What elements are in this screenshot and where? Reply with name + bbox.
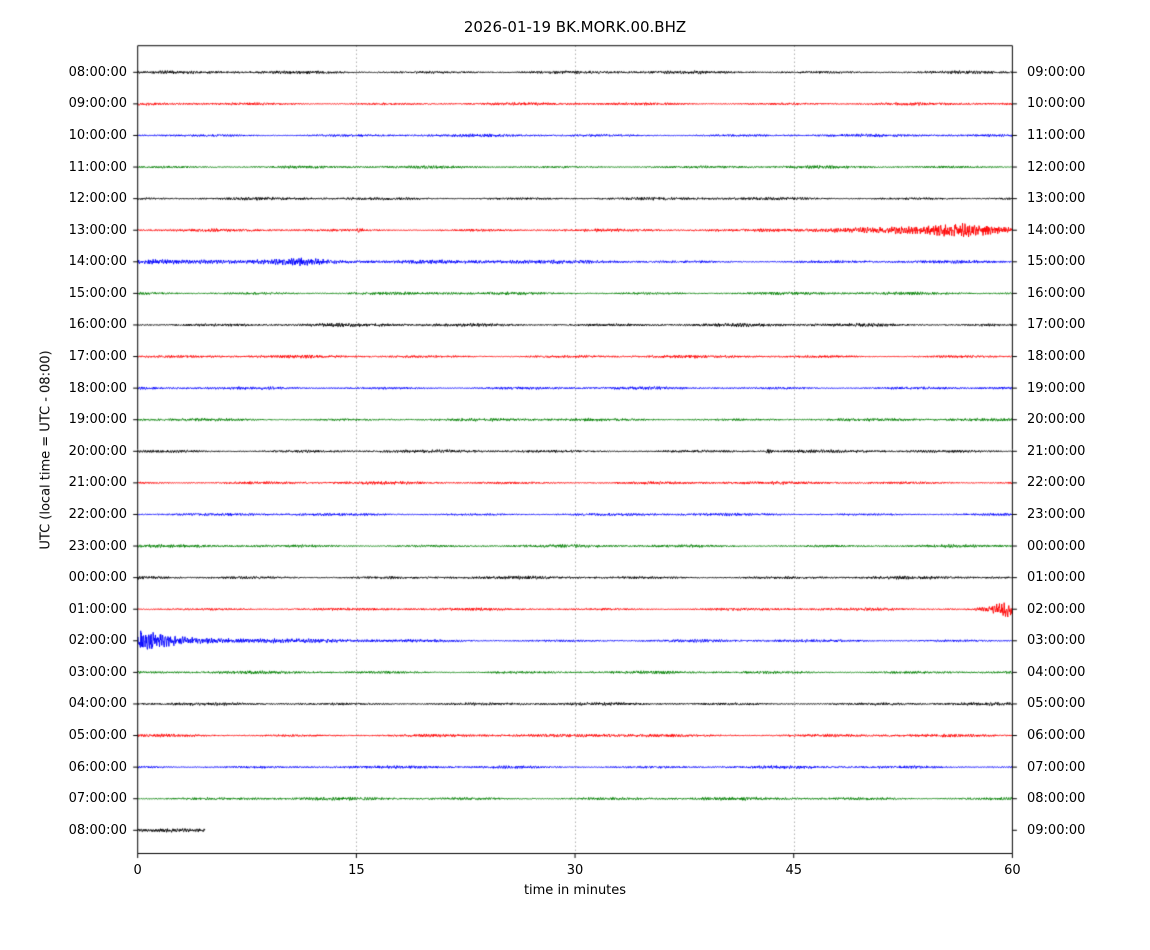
- y-tick-label-left: 08:00:00: [68, 822, 127, 838]
- y-tick-label-right: 06:00:00: [1027, 728, 1086, 744]
- y-tick-label-right: 21:00:00: [1027, 443, 1086, 459]
- y-tick-label-right: 05:00:00: [1027, 696, 1086, 712]
- y-tick-label-left: 21:00:00: [68, 475, 127, 491]
- y-tick-label-right: 22:00:00: [1027, 475, 1086, 491]
- y-tick-label-right: 12:00:00: [1027, 159, 1086, 175]
- y-tick-label-right: 07:00:00: [1027, 759, 1086, 775]
- y-tick-label-left: 23:00:00: [68, 538, 127, 554]
- y-tick-label-left: 13:00:00: [68, 222, 127, 238]
- y-tick-label-left: 02:00:00: [68, 633, 127, 649]
- y-tick-label-left: 11:00:00: [68, 159, 127, 175]
- y-tick-label-right: 15:00:00: [1027, 254, 1086, 270]
- x-tick-label: 0: [133, 863, 142, 878]
- y-tick-label-right: 10:00:00: [1027, 96, 1086, 112]
- y-tick-label-left: 22:00:00: [68, 506, 127, 522]
- y-tick-label-right: 20:00:00: [1027, 412, 1086, 428]
- x-tick-label: 60: [1004, 863, 1021, 878]
- y-tick-label-right: 08:00:00: [1027, 791, 1086, 807]
- y-tick-label-left: 10:00:00: [68, 127, 127, 143]
- y-tick-label-right: 23:00:00: [1027, 506, 1086, 522]
- x-tick-label: 45: [785, 863, 802, 878]
- y-tick-label-right: 00:00:00: [1027, 538, 1086, 554]
- y-tick-label-left: 12:00:00: [68, 191, 127, 207]
- y-tick-label-right: 19:00:00: [1027, 380, 1086, 396]
- x-axis-label: time in minutes: [523, 883, 627, 898]
- y-tick-label-right: 16:00:00: [1027, 285, 1086, 301]
- y-tick-label-left: 16:00:00: [68, 317, 127, 333]
- x-tick-label: 30: [566, 863, 584, 878]
- y-tick-label-right: 02:00:00: [1027, 601, 1086, 617]
- y-tick-label-right: 17:00:00: [1027, 317, 1086, 333]
- y-tick-label-right: 14:00:00: [1027, 222, 1086, 238]
- y-tick-label-left: 07:00:00: [68, 791, 127, 807]
- x-tick-label: 15: [348, 863, 365, 878]
- y-tick-label-left: 04:00:00: [68, 696, 127, 712]
- y-tick-label-right: 18:00:00: [1027, 349, 1086, 365]
- y-tick-label-left: 08:00:00: [68, 64, 127, 80]
- y-tick-label-left: 17:00:00: [68, 349, 127, 365]
- y-tick-label-right: 01:00:00: [1027, 570, 1086, 586]
- y-tick-label-left: 03:00:00: [68, 664, 127, 680]
- y-tick-label-right: 09:00:00: [1027, 822, 1086, 838]
- plot-title: 2026-01-19 BK.MORK.00.BHZ: [463, 18, 687, 36]
- y-tick-label-left: 18:00:00: [68, 380, 127, 396]
- y-tick-label-left: 09:00:00: [68, 96, 127, 112]
- y-tick-label-left: 01:00:00: [68, 601, 127, 617]
- y-tick-label-left: 05:00:00: [68, 728, 127, 744]
- y-tick-label-left: 14:00:00: [68, 254, 127, 270]
- y-tick-label-right: 13:00:00: [1027, 191, 1086, 207]
- y-tick-label-right: 04:00:00: [1027, 664, 1086, 680]
- y-tick-label-left: 06:00:00: [68, 759, 127, 775]
- y-tick-label-left: 20:00:00: [68, 443, 127, 459]
- y-tick-label-right: 03:00:00: [1027, 633, 1086, 649]
- y-tick-label-left: 19:00:00: [68, 412, 127, 428]
- y-tick-label-right: 11:00:00: [1027, 127, 1086, 143]
- y-tick-label-left: 00:00:00: [68, 570, 127, 586]
- y-tick-label-left: 15:00:00: [68, 285, 127, 301]
- y-tick-label-right: 09:00:00: [1027, 64, 1086, 80]
